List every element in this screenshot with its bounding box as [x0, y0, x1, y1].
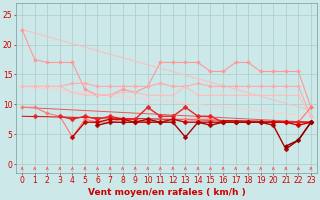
X-axis label: Vent moyen/en rafales ( km/h ): Vent moyen/en rafales ( km/h )	[88, 188, 245, 197]
